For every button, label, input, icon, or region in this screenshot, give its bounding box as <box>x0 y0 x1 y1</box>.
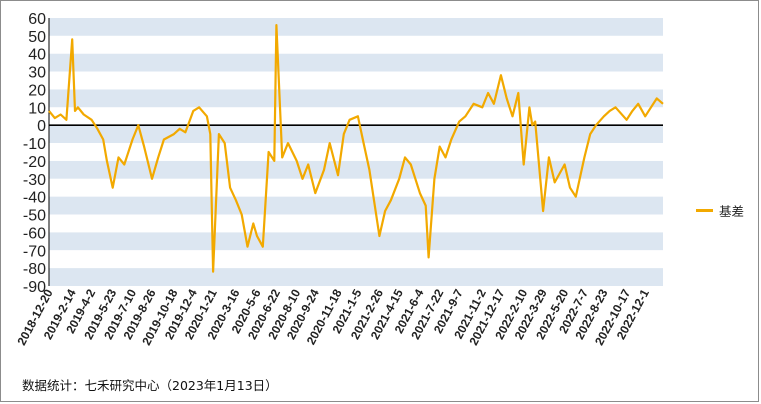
y-tick-label: 20 <box>28 82 46 99</box>
grid-band <box>49 35 663 54</box>
y-tick-label: -50 <box>23 208 46 225</box>
grid-band <box>49 143 663 161</box>
y-tick-label: 10 <box>28 100 46 117</box>
grid-band <box>49 214 663 233</box>
y-tick-label: -90 <box>23 279 46 296</box>
y-tick-label: -20 <box>23 154 46 171</box>
grid-band <box>49 232 663 251</box>
y-tick-label: 40 <box>28 47 46 64</box>
y-tick-label: 30 <box>28 65 46 82</box>
y-tick-label: 0 <box>37 118 46 135</box>
y-tick-label: -80 <box>23 261 46 278</box>
y-tick-label: -30 <box>23 172 46 189</box>
grid-band <box>49 250 663 269</box>
y-tick-label: -40 <box>23 190 46 207</box>
legend: 基差 <box>696 201 744 220</box>
y-tick-label: 50 <box>28 29 46 46</box>
legend-label: 基差 <box>719 204 745 219</box>
grid-band <box>49 71 663 90</box>
grid-band <box>49 178 663 197</box>
grid-band <box>49 160 663 179</box>
grid-band <box>49 125 663 144</box>
legend-swatch <box>696 209 713 212</box>
grid-band <box>49 89 663 108</box>
grid-band <box>49 53 663 72</box>
y-tick-label: -60 <box>23 225 46 242</box>
source-note: 数据统计：七禾研究中心（2023年1月13日） <box>22 378 278 393</box>
grid-band <box>49 268 663 286</box>
series-line-jicha <box>48 24 664 273</box>
y-tick-label: -70 <box>23 243 46 260</box>
y-tick-label: 60 <box>28 11 46 28</box>
grid-band <box>49 196 663 215</box>
y-tick-label: -10 <box>23 136 46 153</box>
grid-band <box>49 18 663 36</box>
